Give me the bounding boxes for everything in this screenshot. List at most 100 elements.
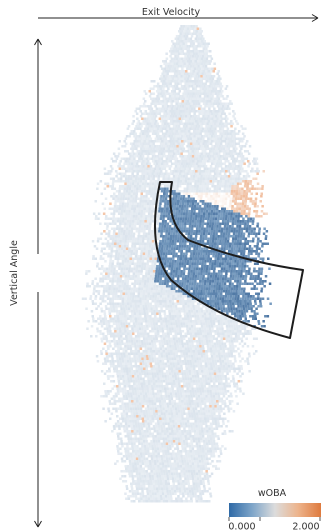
heatmap-cell	[209, 275, 213, 278]
heatmap-cell	[250, 272, 253, 275]
heatmap-cell	[131, 150, 134, 153]
heatmap-cell	[166, 297, 170, 300]
heatmap-cell	[193, 187, 197, 190]
heatmap-cell	[120, 250, 123, 253]
heatmap-cell	[178, 35, 181, 38]
heatmap-cell	[194, 27, 197, 30]
heatmap-cell	[110, 227, 114, 230]
heatmap-cell	[213, 210, 216, 213]
heatmap-cell	[219, 197, 223, 200]
heatmap-cell	[153, 210, 156, 213]
heatmap-cell	[121, 312, 124, 315]
heatmap-cell	[150, 192, 153, 195]
heatmap-cell	[168, 250, 171, 253]
heatmap-cell	[149, 242, 152, 245]
heatmap-cell	[189, 260, 192, 263]
heatmap-cell	[220, 267, 224, 270]
heatmap-cell	[209, 110, 212, 113]
heatmap-cell	[228, 250, 231, 253]
heatmap-cell	[170, 232, 173, 235]
heatmap-cell	[223, 262, 227, 265]
heatmap-cell	[259, 300, 262, 303]
heatmap-cell	[149, 110, 152, 113]
heatmap-cell	[174, 92, 178, 95]
heatmap-cell	[132, 152, 136, 155]
heatmap-cell	[208, 167, 212, 170]
heatmap-cell	[227, 235, 230, 238]
heatmap-cell	[167, 75, 171, 78]
heatmap-cell	[121, 280, 125, 283]
heatmap-cell	[135, 267, 139, 270]
heatmap-cell	[237, 160, 240, 163]
heatmap-cell	[217, 152, 221, 155]
heatmap-cell	[175, 85, 179, 88]
heatmap-cell	[228, 265, 232, 268]
heatmap-cell	[190, 85, 194, 88]
heatmap-cell	[216, 225, 219, 228]
heatmap-cell	[163, 67, 167, 70]
heatmap-cell	[154, 165, 158, 168]
heatmap-cell	[158, 312, 162, 315]
heatmap-cell	[162, 102, 166, 105]
heatmap-cell	[197, 295, 200, 298]
heatmap-cell	[184, 165, 188, 168]
heatmap-cell	[124, 257, 127, 260]
heatmap-cell	[181, 202, 185, 205]
heatmap-cell	[181, 240, 185, 243]
heatmap-cell	[212, 125, 216, 128]
heatmap-cell	[225, 285, 229, 288]
heatmap-cell	[244, 315, 247, 318]
heatmap-cell	[194, 115, 198, 118]
heatmap-cell	[183, 282, 187, 285]
heatmap-cell	[125, 192, 128, 195]
heatmap-cell	[179, 300, 182, 303]
heatmap-cell	[244, 280, 247, 283]
heatmap-cell	[233, 210, 236, 213]
heatmap-cell	[120, 247, 124, 250]
heatmap-cell	[196, 312, 199, 315]
heatmap-cell	[160, 227, 164, 230]
heatmap-cell	[247, 252, 251, 255]
heatmap-cell	[204, 255, 208, 258]
heatmap-cell	[152, 142, 155, 145]
heatmap-cell	[118, 207, 121, 210]
heatmap-cell	[202, 52, 206, 55]
heatmap-cell	[187, 257, 190, 260]
heatmap-cell	[95, 215, 98, 218]
heatmap-cell	[204, 315, 207, 318]
heatmap-cell	[181, 182, 185, 185]
heatmap-cell	[241, 155, 245, 158]
heatmap-cell	[175, 267, 179, 270]
heatmap-cell	[243, 135, 246, 138]
heatmap-cell	[152, 275, 155, 278]
heatmap-cell	[238, 172, 242, 175]
heatmap-cell	[260, 195, 263, 198]
heatmap-cell	[180, 170, 183, 173]
heatmap-cell	[189, 110, 192, 113]
heatmap-cell	[215, 130, 218, 133]
heatmap-cell	[145, 170, 148, 173]
heatmap-cell	[193, 245, 197, 248]
heatmap-cell	[130, 195, 133, 198]
heatmap-cell	[138, 265, 142, 268]
heatmap-cell	[216, 172, 219, 175]
heatmap-cell	[131, 297, 135, 300]
heatmap-cell	[146, 277, 150, 280]
heatmap-cell	[191, 127, 195, 130]
heatmap-cell	[201, 260, 205, 263]
heatmap-cell	[205, 130, 208, 133]
heatmap-cell	[219, 177, 223, 180]
heatmap-cell	[217, 180, 220, 183]
heatmap-cell	[212, 212, 216, 215]
heatmap-cell	[266, 315, 270, 318]
heatmap-cell	[111, 182, 115, 185]
heatmap-cell	[222, 215, 226, 218]
heatmap-cell	[135, 162, 139, 165]
heatmap-cell	[188, 117, 192, 120]
heatmap-cell	[221, 117, 224, 120]
heatmap-cell	[255, 287, 259, 290]
heatmap-cell	[224, 180, 228, 183]
heatmap-cell	[231, 225, 234, 228]
heatmap-cell	[138, 167, 142, 170]
heatmap-cell	[198, 285, 201, 288]
